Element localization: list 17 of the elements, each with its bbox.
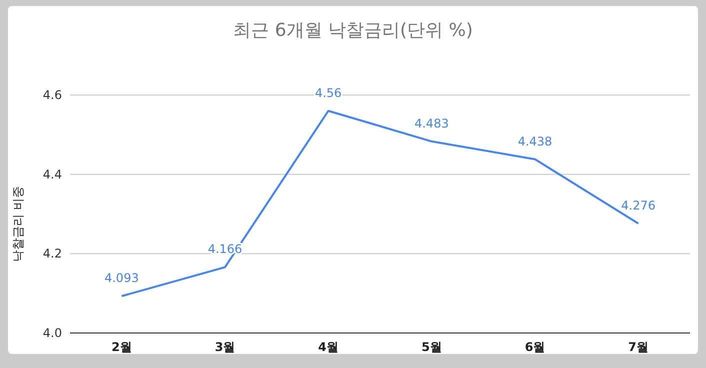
- x-tick-label: 7월: [628, 340, 649, 354]
- data-label: 4.483: [414, 116, 449, 130]
- y-tick-label: 4.4: [42, 167, 62, 182]
- x-tick-label: 5월: [421, 340, 442, 354]
- x-tick-label: 6월: [524, 340, 546, 354]
- data-label: 4.56: [314, 86, 342, 100]
- data-label: 4.276: [621, 198, 656, 213]
- chart-title: 최근 6개월 낙찰금리(단위 %): [233, 20, 473, 41]
- data-label: 4.093: [104, 271, 139, 286]
- data-label: 4.438: [518, 134, 552, 148]
- x-tick-label: 2월: [111, 340, 132, 354]
- y-tick-label: 4.0: [42, 326, 62, 340]
- y-tick-label: 4.6: [42, 88, 62, 102]
- y-tick-label: 4.2: [42, 246, 62, 261]
- y-axis-title: 낙찰금리 비중: [11, 186, 25, 262]
- x-tick-label: 3월: [214, 340, 236, 354]
- x-tick-label: 4월: [318, 340, 339, 354]
